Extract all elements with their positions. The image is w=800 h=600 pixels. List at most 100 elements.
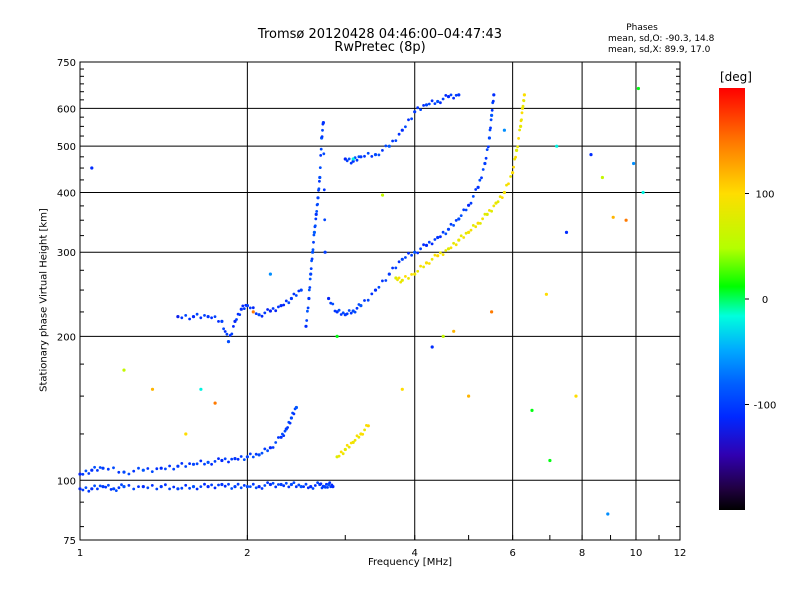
data-point — [251, 482, 255, 486]
data-point — [287, 301, 291, 305]
data-point — [78, 487, 82, 491]
data-point — [339, 450, 343, 454]
data-point — [289, 482, 293, 487]
data-point — [266, 308, 269, 311]
data-point — [217, 483, 220, 487]
data-point — [611, 215, 615, 219]
data-point — [462, 208, 466, 212]
data-point — [467, 394, 471, 398]
data-point — [245, 455, 249, 459]
data-point — [467, 203, 471, 207]
data-point — [331, 485, 335, 489]
data-point — [263, 484, 267, 487]
data-point — [424, 243, 429, 247]
data-point — [522, 93, 527, 97]
data-point — [407, 251, 410, 255]
data-point — [242, 458, 246, 461]
data-point — [81, 472, 85, 476]
data-point — [449, 93, 453, 97]
data-point — [483, 161, 487, 166]
data-point — [150, 470, 154, 473]
data-point — [279, 304, 283, 308]
data-point — [235, 318, 238, 321]
phases-x-line: mean, sd,X: 89.9, 17.0 — [608, 45, 711, 55]
data-point — [505, 183, 508, 187]
data-point — [308, 277, 312, 281]
data-point — [351, 157, 355, 161]
data-point — [479, 222, 482, 225]
data-point — [387, 144, 391, 148]
data-point — [489, 118, 493, 122]
data-point — [319, 482, 323, 486]
data-point — [441, 97, 445, 101]
data-point — [396, 278, 399, 282]
data-point — [548, 458, 552, 463]
data-point — [155, 467, 159, 471]
data-point — [496, 200, 500, 204]
data-point — [502, 190, 506, 195]
data-point — [404, 256, 407, 259]
data-point — [286, 426, 289, 429]
data-point — [226, 340, 231, 344]
data-point — [176, 464, 180, 468]
data-point — [195, 462, 199, 466]
data-point — [268, 272, 272, 276]
data-point — [509, 175, 512, 178]
data-point — [328, 481, 332, 484]
data-point — [274, 309, 278, 313]
data-point — [106, 467, 110, 471]
data-point — [407, 277, 410, 280]
data-point — [476, 221, 480, 225]
data-point — [319, 154, 323, 157]
data-point — [236, 457, 240, 461]
data-point — [480, 176, 483, 180]
data-point — [210, 462, 214, 466]
data-point — [490, 113, 494, 117]
data-point — [146, 467, 150, 470]
data-point — [223, 457, 227, 461]
data-point — [282, 484, 286, 488]
data-point — [394, 266, 398, 270]
data-point — [400, 128, 404, 132]
data-point — [101, 485, 105, 489]
data-point — [514, 155, 517, 159]
data-point — [517, 137, 520, 140]
data-point — [122, 470, 126, 474]
data-point — [242, 307, 246, 310]
data-point — [141, 485, 145, 489]
data-point — [257, 313, 261, 317]
data-point — [98, 466, 102, 469]
data-point — [233, 485, 237, 489]
data-point — [600, 175, 605, 180]
data-point — [564, 230, 569, 234]
data-point — [172, 467, 176, 471]
data-point — [232, 325, 235, 328]
phases-o-line: mean, sd,O: -90.3, 14.8 — [608, 34, 715, 44]
data-point — [413, 250, 417, 254]
y-tick-label: 200 — [57, 332, 76, 343]
colorbar-tick-label: 0 — [762, 295, 768, 306]
data-point — [294, 485, 298, 489]
data-point — [84, 486, 88, 489]
data-point — [245, 304, 249, 308]
data-point — [90, 487, 94, 491]
data-point — [317, 187, 321, 191]
data-point — [494, 201, 498, 205]
data-point — [433, 102, 437, 105]
data-point — [312, 240, 315, 244]
data-point — [213, 401, 217, 405]
data-point — [220, 458, 224, 463]
data-point — [248, 306, 252, 310]
data-point — [452, 329, 456, 333]
data-point — [370, 155, 374, 158]
data-point — [422, 104, 425, 107]
data-point — [230, 457, 234, 461]
data-point — [314, 217, 318, 221]
data-point — [347, 309, 351, 312]
data-point — [427, 102, 431, 106]
x-tick-label: 2 — [244, 548, 250, 559]
data-point — [323, 218, 327, 222]
data-point — [223, 330, 227, 333]
data-point — [345, 312, 349, 316]
data-point — [469, 201, 473, 205]
